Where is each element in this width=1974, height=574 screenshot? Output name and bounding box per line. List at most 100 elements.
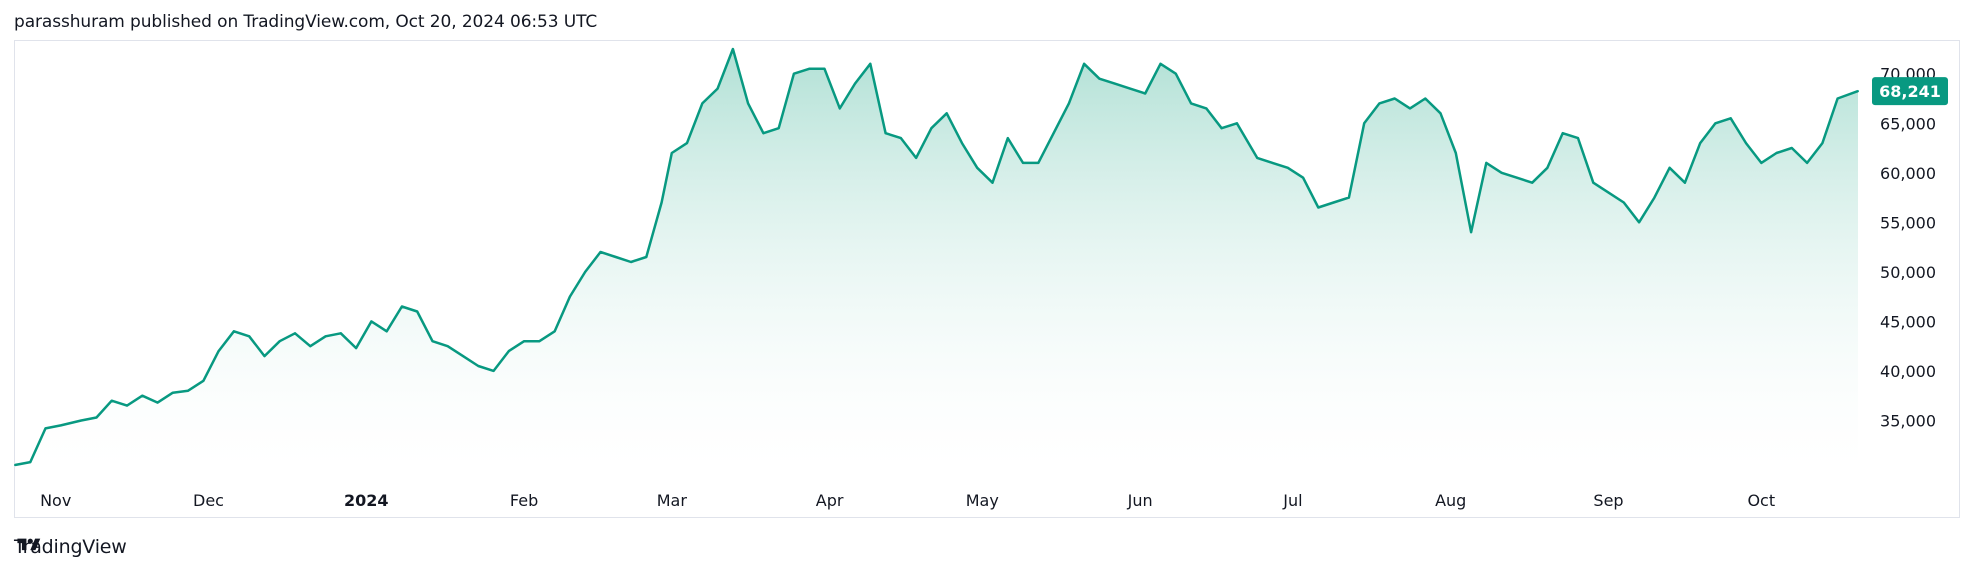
data-point — [1190, 102, 1193, 105]
data-point — [915, 156, 918, 159]
tradingview-logo-icon — [17, 538, 41, 551]
data-point — [1577, 137, 1579, 140]
data-point — [355, 347, 358, 350]
data-point — [1098, 77, 1101, 80]
chart-frame — [14, 40, 1960, 518]
y-tick-label: 60,000 — [1880, 164, 1936, 183]
data-point — [1699, 142, 1702, 145]
data-point — [187, 389, 190, 392]
data-point — [884, 132, 887, 135]
data-point — [1006, 137, 1009, 140]
data-point — [232, 330, 235, 333]
data-point — [1083, 62, 1086, 65]
data-point — [309, 345, 312, 348]
data-point — [568, 295, 571, 298]
data-point — [156, 401, 159, 404]
data-point — [59, 424, 62, 427]
data-point — [248, 335, 251, 338]
data-point — [1378, 102, 1381, 105]
data-point — [385, 330, 388, 333]
data-point — [370, 320, 373, 323]
x-tick-label: May — [966, 491, 999, 510]
data-point — [202, 379, 205, 382]
data-point — [599, 251, 602, 253]
data-point — [1775, 152, 1778, 154]
x-tick-label: Apr — [816, 491, 844, 510]
data-point — [991, 181, 994, 184]
data-point — [1256, 156, 1259, 159]
data-point — [747, 102, 750, 105]
data-point — [416, 310, 419, 313]
y-tick-label: 45,000 — [1880, 312, 1936, 331]
data-point — [1113, 82, 1116, 85]
data-point — [1439, 112, 1442, 115]
data-point — [1592, 181, 1595, 184]
data-point — [462, 355, 464, 358]
data-point — [838, 107, 841, 110]
y-tick-label: 40,000 — [1880, 362, 1936, 381]
data-point — [1806, 161, 1809, 164]
data-point — [217, 350, 220, 353]
data-point — [1220, 127, 1223, 130]
x-tick-label: Sep — [1593, 491, 1623, 510]
data-point — [1067, 102, 1070, 105]
data-point — [1470, 231, 1473, 234]
data-point — [507, 350, 510, 353]
data-point — [731, 48, 734, 50]
y-tick-label: 50,000 — [1880, 263, 1936, 282]
data-point — [686, 142, 688, 145]
data-point — [869, 62, 872, 65]
brand-name: TradingView — [14, 536, 127, 558]
data-point — [1836, 97, 1839, 100]
data-point — [1857, 90, 1859, 93]
x-tick-label: Aug — [1435, 491, 1466, 510]
data-point — [670, 152, 673, 154]
data-point — [1683, 181, 1686, 184]
data-point — [1317, 206, 1320, 209]
data-point — [1638, 221, 1641, 224]
data-point — [823, 67, 826, 70]
data-point — [630, 261, 632, 263]
data-point — [1531, 181, 1534, 184]
data-point — [1515, 176, 1518, 179]
data-point — [95, 416, 98, 419]
data-point — [110, 399, 113, 402]
data-point — [808, 67, 811, 70]
data-point — [1714, 122, 1717, 125]
data-point — [716, 87, 719, 90]
y-tick-label: 35,000 — [1880, 412, 1936, 431]
data-point — [141, 394, 144, 397]
x-tick-label: Nov — [40, 491, 71, 510]
data-point — [29, 461, 32, 464]
data-point — [126, 404, 128, 407]
publish-info: parasshuram published on TradingView.com… — [14, 12, 598, 32]
data-point — [1454, 152, 1457, 154]
data-point — [1286, 166, 1289, 169]
x-tick-label: Jul — [1282, 491, 1302, 510]
data-point — [1821, 142, 1824, 145]
data-point — [446, 345, 449, 348]
data-point — [1760, 161, 1763, 164]
data-point — [792, 72, 795, 75]
data-point — [1729, 117, 1732, 120]
x-tick-label: 2024 — [344, 491, 389, 510]
data-point — [1424, 97, 1427, 100]
data-point — [263, 355, 266, 358]
data-point — [945, 112, 948, 115]
data-point — [1393, 97, 1396, 100]
data-point — [400, 305, 403, 308]
data-point — [1653, 196, 1656, 199]
data-point — [584, 270, 587, 273]
data-point — [1790, 147, 1793, 149]
last-price-label: 68,241 — [1879, 82, 1941, 101]
data-point — [1052, 132, 1055, 135]
x-tick-label: Feb — [510, 491, 538, 510]
data-point — [1745, 142, 1747, 145]
data-point — [701, 102, 704, 105]
footer: TradingView — [14, 536, 127, 558]
data-point — [1205, 107, 1208, 110]
x-tick-label: Jun — [1127, 491, 1153, 510]
data-point — [431, 340, 434, 343]
data-point — [930, 127, 933, 130]
